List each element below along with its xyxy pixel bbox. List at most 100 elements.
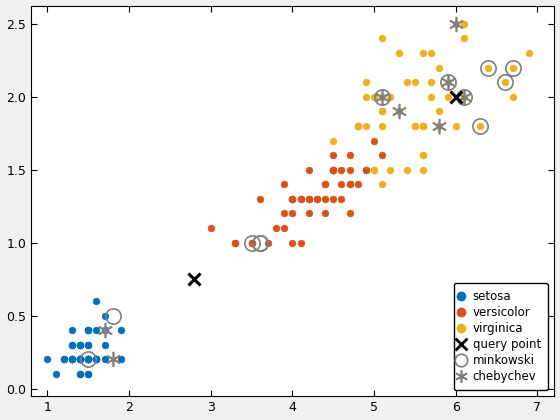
setosa (93, 328, 100, 333)
virginica (428, 94, 435, 99)
setosa (101, 313, 108, 318)
setosa (85, 357, 92, 362)
setosa (77, 357, 83, 362)
virginica (362, 80, 369, 85)
virginica (436, 123, 443, 129)
versicolor (330, 167, 337, 172)
setosa (77, 357, 83, 362)
versicolor (305, 197, 312, 202)
versicolor (289, 197, 296, 202)
versicolor (330, 152, 337, 158)
virginica (452, 123, 459, 129)
Line: versicolor: versicolor (207, 123, 386, 246)
virginica (444, 80, 451, 85)
setosa (77, 342, 83, 347)
virginica (412, 123, 418, 129)
versicolor (264, 240, 271, 245)
virginica (379, 109, 386, 114)
setosa (77, 357, 83, 362)
virginica (510, 65, 516, 70)
versicolor (314, 197, 320, 202)
versicolor (330, 167, 337, 172)
virginica (354, 123, 361, 129)
setosa (85, 342, 92, 347)
chebychev (101, 328, 108, 333)
setosa (118, 328, 124, 333)
versicolor (281, 226, 288, 231)
versicolor (289, 197, 296, 202)
virginica (412, 80, 418, 85)
virginica (477, 123, 484, 129)
minkowski (460, 94, 467, 99)
virginica (436, 109, 443, 114)
Line: query point: query point (188, 90, 462, 286)
virginica (460, 36, 467, 41)
virginica (387, 94, 394, 99)
versicolor (322, 211, 329, 216)
versicolor (297, 197, 304, 202)
versicolor (248, 240, 255, 245)
virginica (371, 167, 377, 172)
virginica (485, 65, 492, 70)
setosa (93, 357, 100, 362)
versicolor (346, 167, 353, 172)
setosa (77, 371, 83, 376)
setosa (85, 357, 92, 362)
virginica (330, 138, 337, 143)
versicolor (305, 211, 312, 216)
setosa (68, 357, 75, 362)
minkowski (501, 80, 508, 85)
virginica (379, 109, 386, 114)
setosa (77, 357, 83, 362)
virginica (362, 123, 369, 129)
setosa (85, 328, 92, 333)
setosa (93, 357, 100, 362)
versicolor (314, 197, 320, 202)
virginica (460, 21, 467, 26)
setosa (77, 357, 83, 362)
virginica (420, 167, 427, 172)
setosa (85, 371, 92, 376)
versicolor (297, 197, 304, 202)
versicolor (346, 152, 353, 158)
setosa (93, 357, 100, 362)
Legend: setosa, versicolor, virginica, query point, minkowski, chebychev: setosa, versicolor, virginica, query poi… (454, 283, 548, 390)
versicolor (338, 197, 345, 202)
versicolor (330, 167, 337, 172)
setosa (85, 328, 92, 333)
versicolor (330, 167, 337, 172)
virginica (362, 94, 369, 99)
virginica (371, 167, 377, 172)
virginica (420, 123, 427, 129)
setosa (68, 342, 75, 347)
setosa (85, 357, 92, 362)
versicolor (305, 197, 312, 202)
minkowski (256, 240, 263, 245)
versicolor (346, 182, 353, 187)
versicolor (330, 167, 337, 172)
setosa (60, 357, 67, 362)
minkowski (485, 65, 492, 70)
virginica (379, 94, 386, 99)
setosa (85, 357, 92, 362)
chebychev (436, 123, 443, 129)
setosa (77, 357, 83, 362)
virginica (371, 94, 377, 99)
setosa (118, 357, 124, 362)
versicolor (273, 226, 279, 231)
minkowski (109, 313, 116, 318)
setosa (85, 357, 92, 362)
setosa (85, 342, 92, 347)
versicolor (281, 182, 288, 187)
versicolor (297, 240, 304, 245)
versicolor (281, 211, 288, 216)
virginica (412, 123, 418, 129)
versicolor (338, 182, 345, 187)
versicolor (362, 167, 369, 172)
setosa (68, 328, 75, 333)
virginica (420, 152, 427, 158)
versicolor (354, 123, 361, 129)
setosa (68, 357, 75, 362)
minkowski (510, 65, 516, 70)
setosa (85, 371, 92, 376)
